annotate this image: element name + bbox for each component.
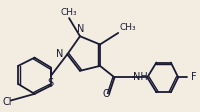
Text: O: O <box>103 89 110 99</box>
Text: S: S <box>48 78 54 88</box>
Text: N: N <box>56 49 63 59</box>
Text: CH₃: CH₃ <box>61 8 77 17</box>
Text: N: N <box>77 24 84 34</box>
Text: Cl: Cl <box>3 97 12 107</box>
Text: CH₃: CH₃ <box>119 23 136 32</box>
Text: F: F <box>191 72 197 82</box>
Text: NH: NH <box>133 72 148 82</box>
